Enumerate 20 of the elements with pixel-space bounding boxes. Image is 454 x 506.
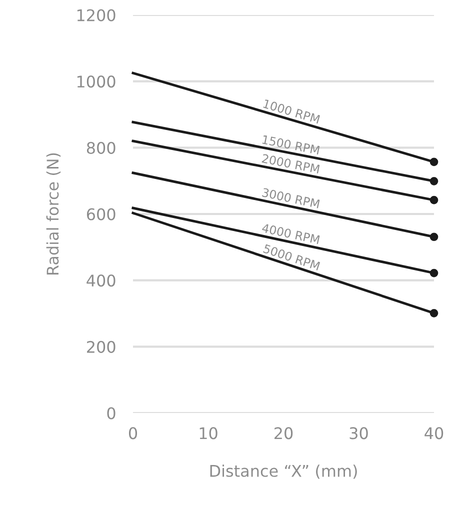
x-axis-title: Distance “X” (mm) — [210, 464, 357, 479]
text: 1000 RPM — [262, 99, 320, 124]
text: 4000 RPM — [262, 223, 320, 244]
x-tick-label: 20 — [274, 427, 293, 440]
x-tick-label: 40 — [424, 427, 444, 440]
y-tick-label: 1200 — [77, 9, 116, 22]
y-tick-label: 1000 — [77, 76, 116, 88]
y-tick-label: 400 — [86, 274, 116, 287]
y-tick-label: 0 — [107, 407, 116, 420]
y-tick-label: 800 — [86, 142, 116, 154]
text: 5000 RPM — [262, 244, 320, 271]
y-tick-label: 200 — [87, 340, 116, 353]
text: 3000 RPM — [262, 188, 320, 208]
text: 1500 RPM — [262, 134, 320, 155]
y-tick-label: 600 — [86, 208, 116, 220]
text: 2000 RPM — [262, 154, 320, 174]
x-tick-label: 10 — [200, 427, 218, 440]
y-axis-title: Radial force (N) — [46, 153, 61, 274]
x-tick-label: 30 — [350, 427, 368, 440]
x-tick-label: 0 — [128, 427, 138, 440]
